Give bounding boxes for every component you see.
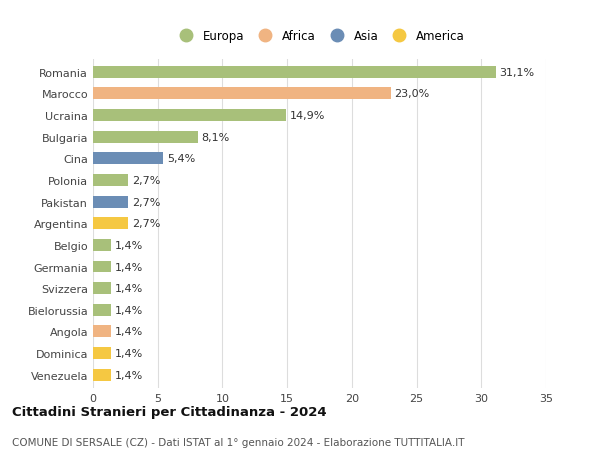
Bar	[93, 283, 111, 295]
Bar	[93, 369, 111, 381]
Text: 1,4%: 1,4%	[115, 348, 143, 358]
Text: Cittadini Stranieri per Cittadinanza - 2024: Cittadini Stranieri per Cittadinanza - 2…	[12, 405, 326, 419]
Text: COMUNE DI SERSALE (CZ) - Dati ISTAT al 1° gennaio 2024 - Elaborazione TUTTITALIA: COMUNE DI SERSALE (CZ) - Dati ISTAT al 1…	[12, 437, 464, 447]
Text: 8,1%: 8,1%	[202, 132, 230, 142]
Bar	[93, 88, 391, 100]
Bar	[93, 304, 111, 316]
Text: 1,4%: 1,4%	[115, 305, 143, 315]
Bar	[93, 326, 111, 338]
Text: 1,4%: 1,4%	[115, 327, 143, 337]
Bar	[93, 67, 496, 78]
Bar	[93, 131, 198, 143]
Text: 23,0%: 23,0%	[395, 89, 430, 99]
Text: 2,7%: 2,7%	[132, 197, 160, 207]
Bar	[93, 218, 128, 230]
Bar	[93, 261, 111, 273]
Bar	[93, 153, 163, 165]
Bar	[93, 240, 111, 251]
Text: 1,4%: 1,4%	[115, 241, 143, 250]
Text: 14,9%: 14,9%	[290, 111, 325, 121]
Bar	[93, 347, 111, 359]
Text: 31,1%: 31,1%	[499, 67, 535, 78]
Text: 1,4%: 1,4%	[115, 284, 143, 293]
Bar	[93, 110, 286, 122]
Text: 1,4%: 1,4%	[115, 370, 143, 380]
Text: 1,4%: 1,4%	[115, 262, 143, 272]
Text: 5,4%: 5,4%	[167, 154, 195, 164]
Legend: Europa, Africa, Asia, America: Europa, Africa, Asia, America	[171, 26, 468, 46]
Text: 2,7%: 2,7%	[132, 176, 160, 185]
Bar	[93, 174, 128, 186]
Text: 2,7%: 2,7%	[132, 219, 160, 229]
Bar	[93, 196, 128, 208]
